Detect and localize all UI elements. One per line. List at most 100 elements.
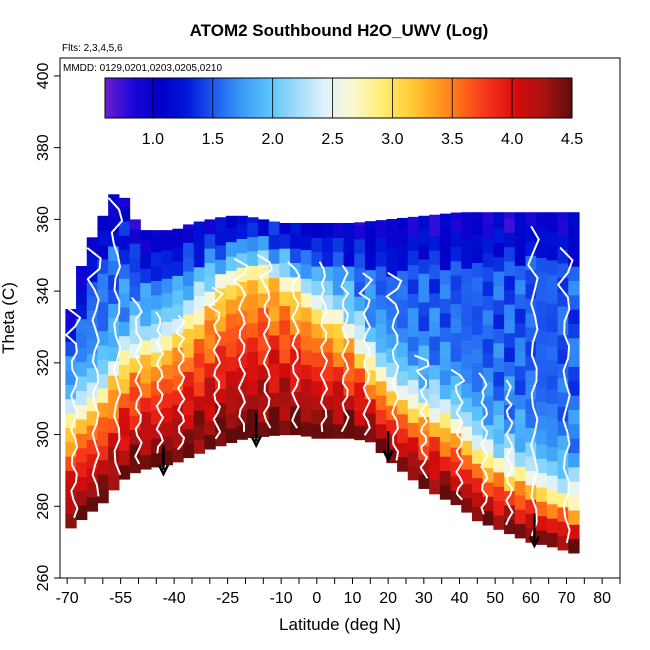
heatmap-cell	[193, 338, 206, 354]
heatmap-cell	[504, 404, 516, 420]
heatmap-cell	[343, 352, 355, 368]
heatmap-cell	[311, 280, 323, 296]
heatmap-cell	[439, 470, 452, 486]
heatmap-cell	[332, 352, 345, 368]
heatmap-cell	[150, 323, 163, 339]
heatmap-cell	[407, 379, 420, 395]
heatmap-cell	[568, 509, 580, 525]
heatmap-cell	[439, 298, 452, 314]
heatmap-cell	[525, 312, 537, 328]
heatmap-cell	[140, 268, 152, 284]
heatmap-cell	[257, 393, 270, 409]
heatmap-cell	[332, 222, 345, 238]
heatmap-cell	[557, 506, 569, 522]
heatmap-cell	[204, 305, 216, 321]
heatmap-cell	[418, 459, 430, 475]
x-tick-label: 80	[593, 590, 611, 607]
heatmap-cell	[386, 304, 398, 320]
heatmap-cell	[557, 463, 569, 479]
heatmap-cell	[354, 267, 366, 283]
heatmap-cell	[247, 308, 259, 324]
heatmap-cell	[247, 250, 259, 266]
heatmap-cell	[536, 429, 548, 445]
heatmap-cell	[450, 461, 462, 477]
heatmap-cell	[161, 450, 173, 466]
heatmap-cell	[161, 435, 173, 451]
heatmap-cell	[364, 370, 377, 385]
heatmap-cell	[482, 381, 494, 397]
heatmap-cell	[311, 237, 323, 253]
heatmap-cell	[108, 303, 120, 319]
heatmap-cell	[354, 281, 366, 297]
heatmap-cell	[375, 309, 387, 324]
heatmap-cell	[439, 427, 452, 443]
heatmap-cell	[450, 490, 462, 506]
heatmap-cell	[557, 349, 569, 364]
heatmap-cell	[525, 326, 537, 342]
heatmap-cell	[204, 262, 216, 278]
heatmap-cell	[76, 266, 88, 277]
heatmap-cell	[557, 435, 569, 450]
heatmap-cell	[343, 222, 355, 238]
heatmap-cell	[215, 244, 227, 260]
heatmap-cell	[247, 423, 259, 439]
heatmap-cell	[204, 248, 216, 264]
x-tick-label: 50	[486, 590, 504, 607]
heatmap-cell	[482, 367, 494, 383]
heatmap-cell	[386, 333, 398, 349]
heatmap-cell	[439, 398, 452, 414]
heatmap-cell	[204, 291, 216, 307]
colorbar-tick-label: 1.0	[142, 131, 164, 148]
heatmap-cell	[343, 294, 355, 310]
heatmap-cell	[183, 328, 195, 344]
heatmap-cell	[268, 363, 280, 379]
heatmap-cell	[86, 281, 99, 297]
colorbar-tick-label: 3.5	[441, 131, 463, 148]
heatmap-cell	[86, 252, 99, 268]
heatmap-cell	[568, 251, 580, 267]
heatmap-cell	[161, 230, 173, 236]
heatmap-cell	[108, 418, 120, 433]
heatmap-cell	[546, 374, 559, 390]
heatmap-cell	[493, 227, 505, 243]
flight-profile	[340, 265, 350, 432]
heatmap-cell	[557, 478, 569, 494]
heatmap-cell	[172, 289, 184, 305]
heatmap-cell	[118, 407, 131, 423]
heatmap-cell	[332, 323, 345, 339]
heatmap-cell	[343, 237, 355, 253]
heatmap-cell	[193, 381, 206, 397]
heatmap-cell	[546, 388, 559, 404]
heatmap-cell	[354, 425, 366, 441]
y-tick-label: 360	[35, 206, 52, 233]
heatmap-cell	[183, 256, 195, 272]
heatmap-cell	[557, 535, 569, 551]
heatmap-cell	[493, 371, 505, 387]
heatmap-cell	[257, 235, 270, 251]
heatmap-cell	[172, 304, 184, 319]
heatmap-cell	[343, 337, 355, 353]
heatmap-cell	[257, 321, 270, 337]
heatmap-cell	[504, 447, 516, 463]
heatmap-cell	[161, 263, 173, 279]
heatmap-cell	[311, 395, 323, 411]
heatmap-cell	[536, 243, 548, 258]
heatmap-cell	[471, 334, 484, 350]
heatmap-cell	[386, 233, 398, 248]
heatmap-cell	[225, 298, 238, 314]
heatmap-cell	[86, 238, 99, 254]
heatmap-cell	[118, 378, 131, 394]
heatmap-cell	[364, 283, 377, 299]
heatmap-cell	[129, 219, 141, 230]
heatmap-cell	[482, 252, 494, 268]
heatmap-cell	[546, 345, 559, 361]
heatmap-cell	[364, 355, 377, 371]
heatmap-cell	[354, 339, 366, 355]
heatmap-cell	[557, 305, 569, 321]
heatmap-cell	[375, 337, 387, 353]
heatmap-cell	[514, 408, 527, 424]
heatmap-cell	[343, 395, 355, 411]
heatmap-cell	[193, 309, 206, 325]
colorbar-tick-label: 2.0	[262, 131, 284, 148]
heatmap-cell	[140, 311, 152, 327]
